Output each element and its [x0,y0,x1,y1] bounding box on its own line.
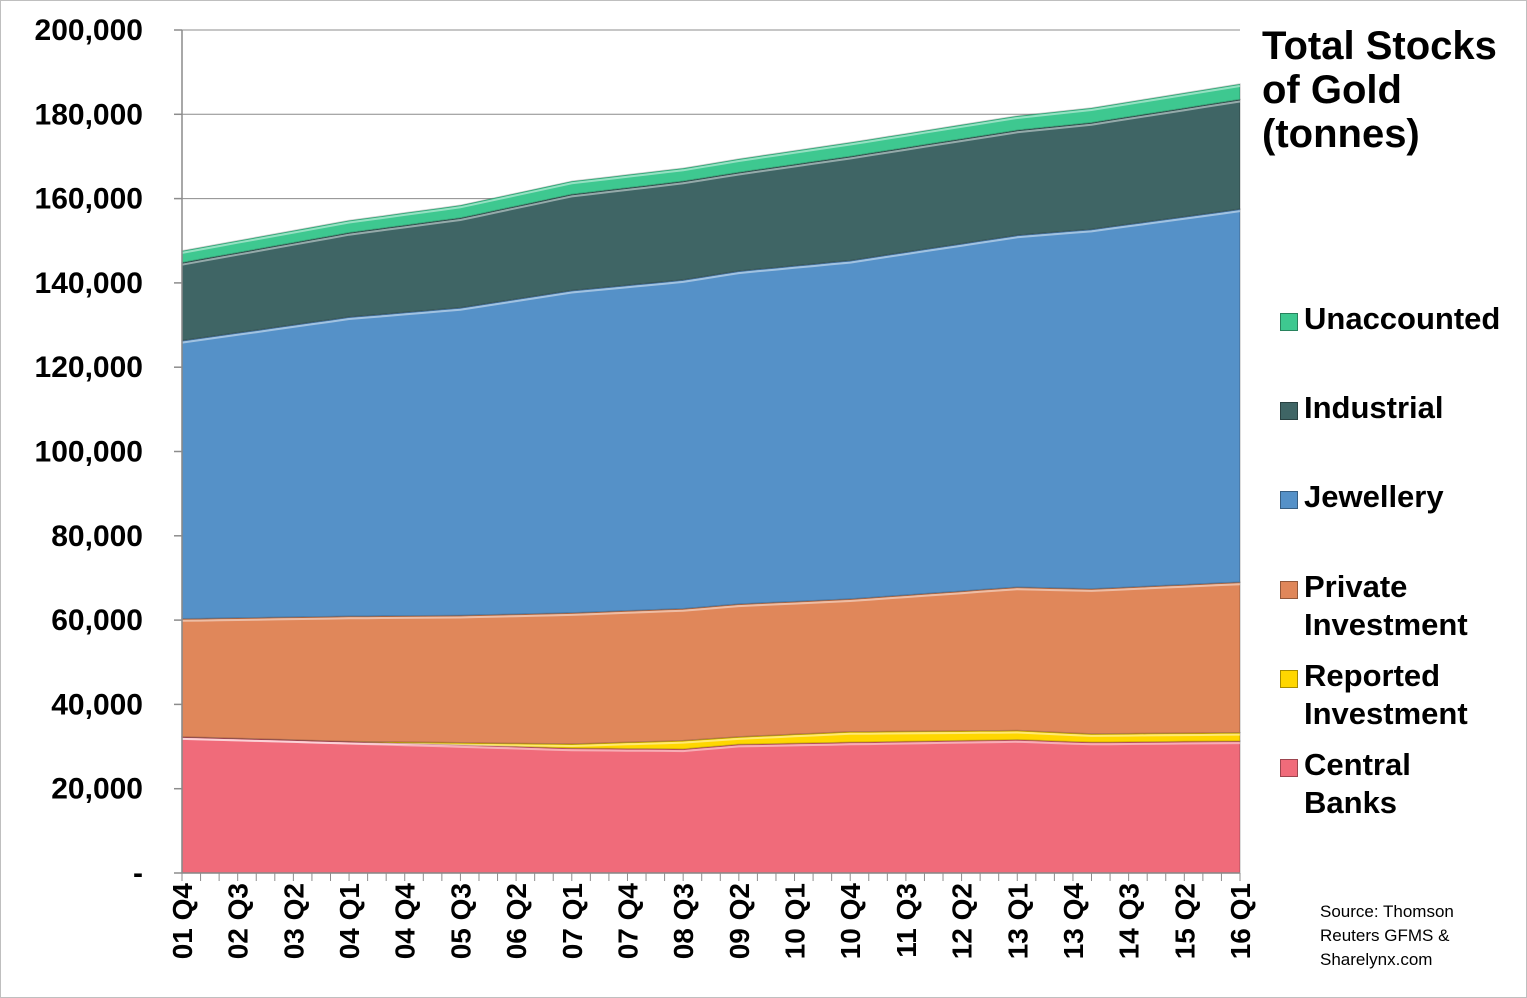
x-tick-label: 06 Q2 [501,883,532,959]
x-tick-label: 15 Q2 [1169,883,1200,959]
legend-swatch-reported-investment [1280,670,1298,688]
source-note: Source: Thomson Reuters GFMS & Sharelynx… [1320,902,1454,969]
legend-swatch-central-banks [1280,759,1298,777]
legend-swatch-jewellery [1280,491,1298,509]
x-tick-label: 07 Q1 [557,883,588,959]
legend-swatch-unaccounted [1280,313,1298,331]
area-highlight [181,731,1241,748]
x-tick-label: 02 Q3 [223,883,254,959]
x-tick-label: 10 Q4 [835,883,866,960]
x-tick-label: 10 Q1 [780,883,811,959]
y-axis-tick-labels: - 20,000 40,000 60,000 80,000 100,000 120,000 1… [35,14,143,890]
legend-item-reported-investment: Reported Investment [1280,657,1468,733]
area-highlight [181,583,1241,622]
area-highlight [181,210,1241,344]
legend-swatch-industrial [1280,402,1298,420]
y-tick-label: 120,000 [35,351,143,384]
y-tick-label: 100,000 [35,436,143,469]
x-tick-label: 09 Q2 [724,883,755,959]
area-highlight [181,737,1241,753]
y-tick-label: - [133,857,143,890]
legend-label-central-banks: Central Banks [1304,747,1411,820]
y-tick-label: 180,000 [35,98,143,131]
x-tick-label: 04 Q1 [334,883,365,959]
legend-swatch-private-investment [1280,581,1298,599]
area-series [181,83,1241,874]
x-tick-label: 07 Q4 [613,883,644,960]
x-tick-label: 12 Q2 [947,883,978,959]
legend-item-jewellery: Jewellery [1280,478,1444,516]
legend-label-reported-investment: Reported Investment [1304,658,1468,731]
area-unaccounted [181,83,1241,264]
x-tick-label: 11 Q3 [891,883,922,958]
axes [174,29,1241,881]
x-tick-label: 03 Q2 [278,883,309,959]
legend-label-unaccounted: Unaccounted [1304,301,1501,336]
y-tick-label: 160,000 [35,183,143,216]
legend-label-private-investment: Private Investment [1304,569,1468,642]
x-tick-label: 01 Q4 [167,883,198,960]
area-highlight [181,100,1241,266]
area-highlight [181,85,1241,254]
area-reported-investment [181,729,1241,750]
y-tick-label: 80,000 [51,520,143,553]
x-tick-label: 05 Q3 [445,883,476,959]
legend-label-jewellery: Jewellery [1304,479,1444,514]
x-tick-label: 08 Q3 [668,883,699,959]
area-central-banks [181,736,1241,874]
area-private-investment [181,581,1241,745]
legend-item-private-investment: Private Investment [1280,568,1468,644]
y-tick-label: 20,000 [51,773,143,806]
x-tick-label: 13 Q1 [1002,883,1033,959]
y-tick-label: 140,000 [35,267,143,300]
legend-label-industrial: Industrial [1304,390,1444,425]
x-axis-tick-labels: 01 Q4 02 Q3 03 Q2 04 Q1 04 Q4 05 Q3 06 Q2 07 Q1… [167,883,1256,960]
legend-item-unaccounted: Unaccounted [1280,300,1500,338]
legend-item-industrial: Industrial [1280,389,1444,427]
y-tick-label: 40,000 [51,688,143,721]
x-tick-label: 14 Q3 [1114,883,1145,959]
y-tick-label: 200,000 [35,14,143,47]
y-tick-label: 60,000 [51,604,143,637]
legend-item-central-banks: Central Banks [1280,746,1411,822]
x-tick-label: 16 Q1 [1225,883,1256,959]
chart-title: Total Stocks of Gold (tonnes) [1262,24,1497,156]
x-tick-label: 13 Q4 [1058,883,1089,960]
x-tick-label: 04 Q4 [390,883,421,960]
